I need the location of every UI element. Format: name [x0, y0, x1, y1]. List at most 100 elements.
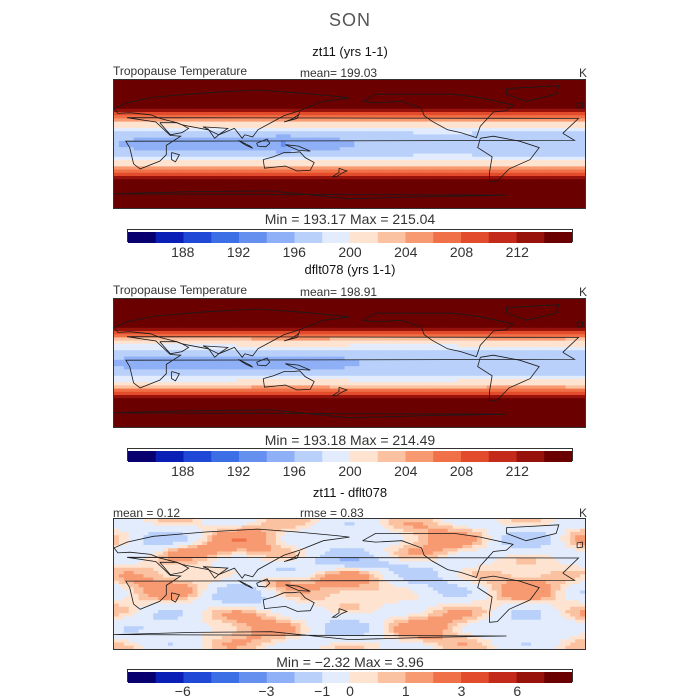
field-cell	[550, 179, 557, 183]
colorbar-swatch	[183, 232, 212, 243]
field-cell	[163, 99, 169, 103]
field-cell	[197, 299, 203, 303]
field-cell	[158, 308, 164, 313]
field-cell	[280, 331, 287, 335]
field-cell	[378, 204, 385, 208]
field-cell	[231, 140, 238, 145]
field-cell	[285, 105, 292, 110]
field-cell	[491, 112, 498, 116]
field-cell	[457, 176, 463, 180]
field-cell	[305, 128, 311, 132]
field-cell	[320, 105, 326, 110]
field-cell	[545, 99, 552, 103]
field-cell	[138, 137, 144, 142]
field-cell	[324, 334, 331, 338]
field-cell	[359, 318, 365, 322]
field-cell	[550, 108, 557, 113]
field-cell	[452, 321, 458, 326]
field-cell	[364, 198, 370, 203]
field-cell	[418, 140, 424, 145]
field-cell	[550, 327, 557, 332]
field-cell	[462, 96, 468, 100]
field-cell	[192, 327, 198, 332]
field-cell	[418, 112, 424, 116]
field-cell	[221, 179, 228, 183]
field-cell	[413, 108, 419, 113]
field-cell	[207, 131, 213, 135]
field-cell	[271, 118, 277, 123]
field-cell	[246, 153, 252, 158]
field-cell	[285, 96, 292, 100]
field-cell	[114, 131, 120, 135]
field-cell	[565, 201, 571, 206]
field-cell	[226, 80, 233, 84]
field-cell	[221, 166, 228, 171]
field-cell	[290, 128, 297, 132]
field-cell	[477, 331, 483, 335]
field-cell	[364, 201, 370, 206]
field-cell	[231, 195, 238, 199]
field-cell	[545, 89, 552, 94]
field-cell	[167, 118, 174, 123]
field-cell	[423, 124, 429, 129]
field-cell	[481, 115, 488, 119]
field-cell	[315, 89, 321, 94]
field-cell	[221, 86, 228, 91]
field-cell	[550, 308, 557, 313]
field-cell	[531, 147, 537, 151]
field-cell	[580, 188, 585, 193]
field-cell	[388, 324, 395, 329]
field-cell	[388, 99, 395, 103]
field-cell	[246, 166, 252, 171]
field-cell	[535, 83, 542, 87]
field-cell	[133, 331, 140, 335]
field-cell	[526, 128, 532, 132]
field-cell	[138, 201, 144, 206]
field-cell	[477, 80, 483, 84]
field-cell	[472, 182, 478, 187]
field-cell	[305, 153, 311, 158]
field-cell	[457, 121, 463, 126]
field-cell	[217, 195, 223, 199]
field-cell	[374, 308, 380, 313]
field-cell	[575, 108, 581, 113]
field-cell	[540, 308, 547, 313]
field-cell	[374, 150, 380, 155]
field-cell	[329, 321, 336, 326]
field-cell	[531, 204, 537, 208]
field-cell	[423, 192, 429, 196]
field-cell	[575, 188, 581, 193]
field-cell	[418, 169, 424, 174]
field-cell	[266, 302, 272, 306]
field-cell	[545, 128, 552, 132]
field-cell	[261, 204, 267, 208]
field-cell	[197, 131, 203, 135]
field-cell	[457, 156, 463, 161]
field-cell	[349, 108, 355, 113]
field-cell	[295, 92, 301, 97]
field-cell	[305, 112, 311, 116]
field-cell	[374, 86, 380, 91]
field-cell	[266, 185, 272, 190]
field-cell	[531, 156, 537, 161]
field-cell	[580, 99, 585, 103]
field-cell	[246, 318, 252, 322]
field-cell	[148, 204, 154, 208]
field-cell	[575, 179, 581, 183]
field-cell	[354, 121, 360, 126]
field-cell	[496, 160, 503, 164]
field-cell	[565, 305, 571, 310]
field-cell	[138, 115, 144, 119]
field-cell	[163, 315, 169, 319]
field-cell	[246, 315, 252, 319]
field-cell	[163, 124, 169, 129]
field-cell	[177, 185, 184, 190]
field-cell	[403, 80, 409, 84]
field-cell	[128, 166, 135, 171]
field-cell	[575, 305, 581, 310]
field-cell	[334, 156, 341, 161]
field-cell	[300, 163, 306, 167]
field-cell	[118, 185, 125, 190]
field-cell	[339, 198, 346, 203]
field-cell	[182, 195, 189, 199]
